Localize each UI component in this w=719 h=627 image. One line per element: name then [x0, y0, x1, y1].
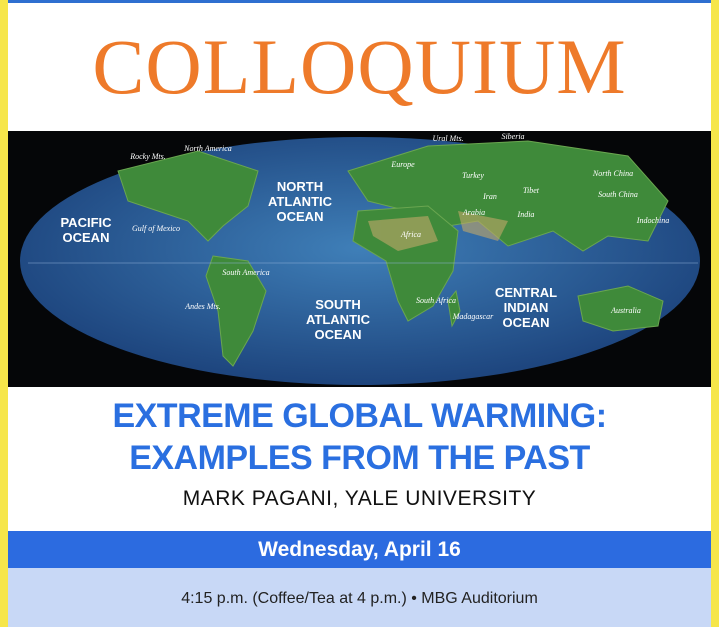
page: {"header": {"title": "COLLOQUIUM"}, "map…: [0, 0, 719, 627]
ocean-label: INDIAN: [504, 300, 549, 315]
place-label: Tibet: [523, 186, 540, 195]
place-label: Gulf of Mexico: [132, 224, 180, 233]
place-label: Siberia: [501, 132, 524, 141]
event-date: Wednesday, April 16: [8, 531, 711, 568]
place-label: Africa: [400, 230, 421, 239]
ocean-label: ATLANTIC: [268, 194, 333, 209]
ocean-label: OCEAN: [277, 209, 324, 224]
world-map: PACIFICOCEANNORTHATLANTICOCEANSOUTHATLAN…: [8, 131, 711, 387]
place-label: Andes Mts.: [184, 302, 221, 311]
place-label: Iran: [482, 192, 497, 201]
place-label: Indochina: [636, 216, 669, 225]
place-label: Madagascar: [452, 312, 494, 321]
ocean-label: OCEAN: [63, 230, 110, 245]
talk-title-line: EXTREME GLOBAL WARMING:: [8, 395, 711, 437]
ocean-label: ATLANTIC: [306, 312, 371, 327]
talk-title-line: EXAMPLES FROM THE PAST: [8, 437, 711, 479]
place-label: North China: [592, 169, 633, 178]
place-label: India: [517, 210, 535, 219]
ocean-label: NORTH: [277, 179, 323, 194]
place-label: North America: [183, 144, 232, 153]
place-label: South Africa: [416, 296, 456, 305]
place-label: Australia: [610, 306, 641, 315]
header: COLLOQUIUM: [8, 3, 711, 131]
talk-title: EXTREME GLOBAL WARMING: EXAMPLES FROM TH…: [8, 395, 711, 479]
ocean-label: SOUTH: [315, 297, 361, 312]
place-label: Ural Mts.: [432, 134, 463, 143]
place-label: Europe: [390, 160, 415, 169]
ocean-label: PACIFIC: [60, 215, 112, 230]
ocean-label: CENTRAL: [495, 285, 557, 300]
place-label: South China: [598, 190, 638, 199]
place-label: Rocky Mts.: [129, 152, 166, 161]
place-label: Turkey: [462, 171, 484, 180]
place-label: Arabia: [462, 208, 485, 217]
series-title: COLLOQUIUM: [8, 3, 711, 131]
ocean-label: OCEAN: [503, 315, 550, 330]
event-details: 4:15 p.m. (Coffee/Tea at 4 p.m.) • MBG A…: [8, 568, 711, 627]
ocean-label: OCEAN: [315, 327, 362, 342]
speaker: MARK PAGANI, YALE UNIVERSITY: [8, 487, 711, 511]
place-label: South America: [222, 268, 269, 277]
